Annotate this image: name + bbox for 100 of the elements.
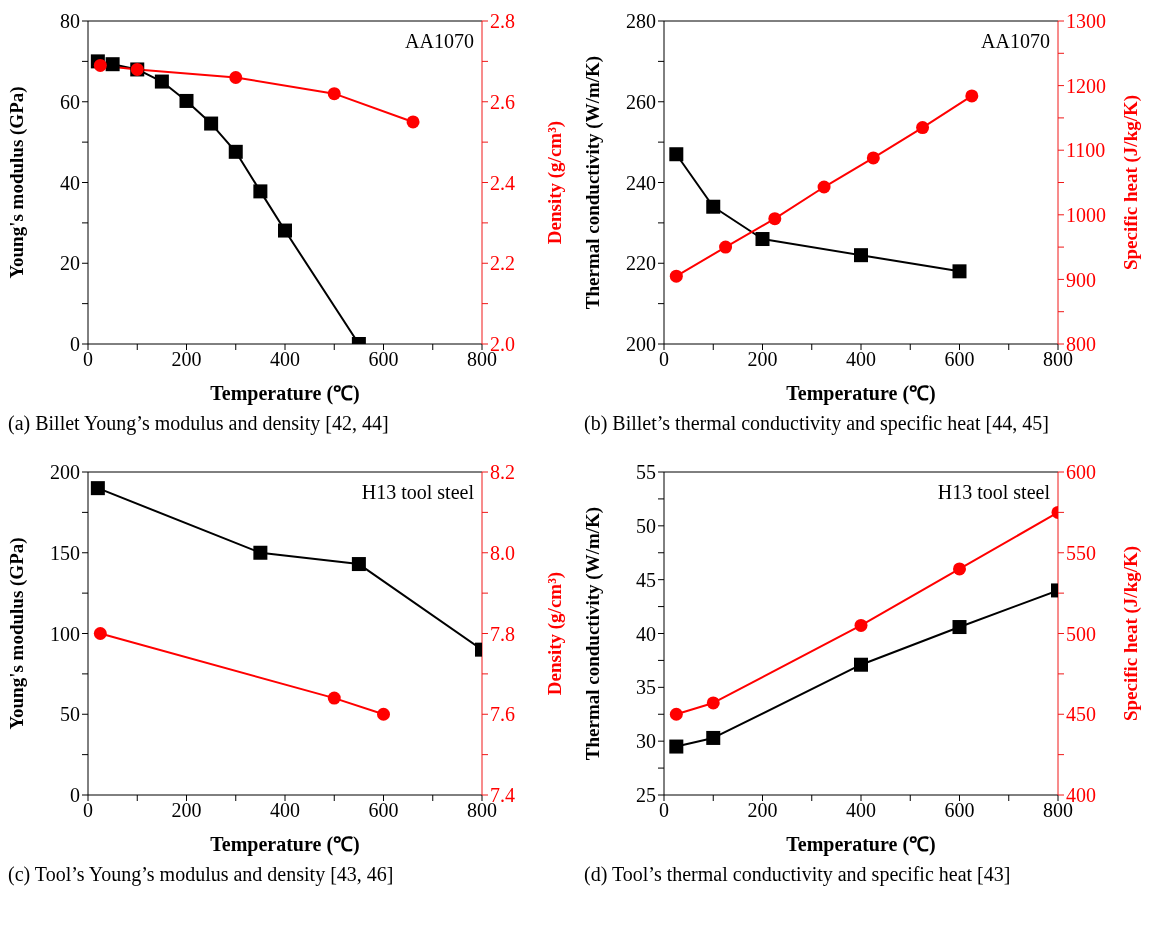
y2-tick-label: 1200: [1066, 74, 1106, 97]
point: [93, 58, 107, 72]
annotation: AA1070: [981, 30, 1050, 53]
point: [327, 87, 341, 101]
point: [719, 240, 733, 254]
y2-axis-title: Specific heat (J/kg/K): [1119, 545, 1142, 722]
point: [327, 691, 341, 705]
point: [706, 696, 720, 710]
y2-tick-label: 8.2: [490, 461, 515, 484]
y2-tick-label: 7.6: [490, 703, 515, 726]
y-tick-label: 240: [626, 171, 656, 194]
point: [105, 57, 120, 72]
y-tick-label: 220: [626, 252, 656, 275]
y-tick-label: 25: [636, 784, 656, 807]
annotation: AA1070: [405, 30, 474, 53]
point: [669, 707, 683, 721]
y-tick-label: 45: [636, 568, 656, 591]
x-tick-label: 200: [747, 799, 778, 822]
y2-tick-label: 1000: [1066, 203, 1106, 226]
y-tick-label: 30: [636, 730, 656, 753]
annotation: H13 tool steel: [937, 481, 1050, 504]
x-tick-label: 600: [368, 348, 399, 371]
y-tick-label: 40: [60, 171, 80, 194]
point: [253, 184, 268, 199]
text: (d) Tool’s thermal conductivity and specific heat [43]: [584, 863, 1012, 886]
y-tick-label: 280: [626, 10, 656, 33]
point: [90, 481, 105, 496]
y2-axis-title: Density (g/cm³): [543, 120, 566, 245]
point: [204, 116, 219, 131]
point: [669, 147, 684, 162]
point: [952, 264, 967, 279]
point: [953, 562, 966, 576]
point: [817, 180, 831, 194]
x-tick-label: 400: [270, 799, 300, 822]
x-tick-label: 600: [368, 799, 399, 822]
text: (c) Tool’s Young’s modulus and density [43, 46]: [8, 863, 395, 886]
y-tick-label: 150: [50, 541, 80, 564]
point: [854, 248, 868, 263]
text: (a) Billet Young’s modulus and density [42, 44]: [8, 412, 390, 435]
y-axis-title: Thermal conductivity (W/m/K): [581, 506, 604, 761]
y2-tick-label: 2.2: [490, 252, 515, 275]
point: [669, 739, 684, 754]
point: [278, 223, 292, 238]
text: (b) Billet’s thermal conductivity and specific heat [44, 45]: [584, 412, 1050, 435]
y2-axis-title: Specific heat (J/kg/K): [1119, 94, 1142, 271]
point: [406, 115, 420, 129]
y-tick-label: 55: [636, 461, 656, 484]
y-tick-label: 260: [626, 90, 656, 113]
y2-tick-label: 1100: [1066, 139, 1106, 162]
point: [952, 620, 967, 635]
y-tick-label: 0: [70, 784, 80, 807]
y-tick-label: 35: [636, 676, 656, 699]
point: [965, 89, 979, 103]
y-axis-title: Young's modulus (GPa): [5, 86, 28, 279]
point: [669, 269, 683, 283]
y-tick-label: 100: [50, 622, 80, 645]
x-tick-label: 600: [944, 348, 975, 371]
y-tick-label: 200: [626, 333, 656, 356]
y-tick-label: 0: [70, 333, 80, 356]
x-tick-label: 400: [846, 348, 876, 371]
y2-tick-label: 600: [1066, 461, 1096, 484]
point: [93, 627, 107, 640]
y2-tick-label: 1300: [1066, 10, 1106, 33]
y2-tick-label: 450: [1066, 703, 1096, 726]
x-axis-title: Temperature (℃): [786, 382, 936, 405]
x-axis-title: Temperature (℃): [210, 382, 360, 405]
y2-tick-label: 900: [1066, 268, 1096, 291]
point: [179, 93, 194, 108]
x-tick-label: 200: [171, 799, 202, 822]
point: [866, 151, 880, 165]
point: [253, 545, 268, 560]
x-tick-label: 200: [747, 348, 778, 371]
point: [768, 212, 782, 226]
y-tick-label: 60: [60, 90, 80, 113]
y2-tick-label: 500: [1066, 622, 1096, 645]
point: [854, 657, 868, 672]
annotation: H13 tool steel: [361, 481, 474, 504]
x-tick-label: 400: [846, 799, 876, 822]
y2-tick-label: 2.6: [490, 90, 515, 113]
y2-tick-label: 2.4: [490, 171, 515, 194]
y-tick-label: 20: [60, 252, 80, 275]
y-axis-title: Young's modulus (GPa): [5, 537, 28, 730]
y2-tick-label: 550: [1066, 541, 1096, 564]
point: [228, 144, 243, 159]
point: [229, 71, 243, 85]
point: [706, 199, 721, 214]
point: [755, 232, 770, 247]
point: [916, 121, 930, 135]
x-tick-label: 400: [270, 348, 300, 371]
point: [377, 707, 390, 721]
x-axis-title: Temperature (℃): [786, 833, 936, 856]
point: [706, 730, 721, 745]
x-tick-label: 200: [171, 348, 202, 371]
y-tick-label: 40: [636, 622, 656, 645]
y-tick-label: 50: [60, 703, 80, 726]
y-tick-label: 50: [636, 514, 656, 537]
x-tick-label: 600: [944, 799, 975, 822]
y-tick-label: 80: [60, 10, 80, 33]
y-axis-title: Thermal conductivity (W/m/K): [581, 55, 604, 310]
x-axis-title: Temperature (℃): [210, 833, 360, 856]
